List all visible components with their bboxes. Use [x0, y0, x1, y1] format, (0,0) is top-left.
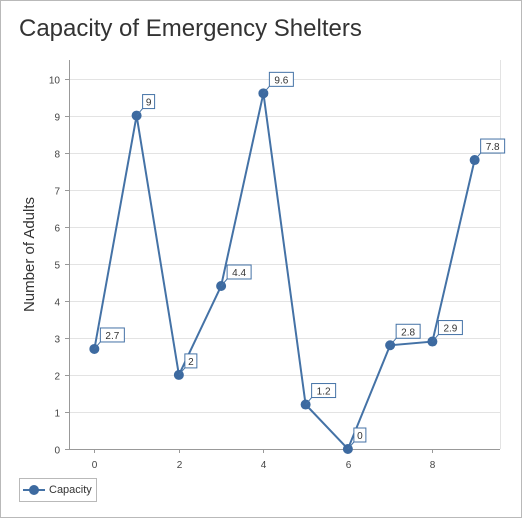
y-tick-label: 4 [54, 298, 60, 309]
series-line [93, 93, 476, 451]
data-label-leader [136, 108, 143, 116]
y-tick-label: 10 [49, 76, 61, 87]
y-tick-label: 6 [54, 224, 60, 235]
y-tick-label: 0 [54, 446, 60, 457]
data-label-box [99, 327, 125, 343]
x-tick-label: 8 [430, 460, 436, 471]
y-tick-label: 9 [54, 113, 60, 124]
data-label-leader [347, 441, 355, 450]
data-label-leader [474, 152, 482, 161]
data-label-leader [262, 86, 270, 94]
data-label-leader [432, 334, 439, 342]
y-tick-label: 7 [54, 187, 60, 198]
data-label-box [268, 71, 294, 87]
data-label: 2.9 [443, 324, 457, 335]
data-label-box [395, 323, 421, 339]
data-label: 2.8 [401, 327, 415, 338]
y-tick-label: 2 [54, 372, 60, 383]
y-tick-label: 5 [54, 261, 60, 272]
legend-marker-icon [23, 484, 45, 496]
data-label: 1.2 [317, 387, 331, 398]
data-label: 0 [357, 431, 363, 442]
y-axis-title: Number of Adults [21, 197, 38, 312]
data-label-box [184, 353, 198, 369]
chart-title: Capacity of Emergency Shelters [19, 15, 362, 42]
data-label-box [226, 264, 252, 280]
legend-label: Capacity [49, 484, 92, 496]
data-label: 2 [188, 357, 194, 368]
data-label: 4.4 [232, 268, 246, 279]
x-tick-label: 6 [346, 460, 352, 471]
y-tick-label: 8 [54, 150, 60, 161]
data-label: 9.6 [274, 75, 288, 86]
data-label: 2.7 [105, 331, 119, 342]
x-tick-label: 4 [261, 460, 267, 471]
legend: Capacity [19, 478, 97, 502]
data-label-leader [389, 337, 397, 346]
data-label: 9 [146, 98, 152, 109]
data-label-box [480, 138, 506, 154]
y-tick-label: 3 [54, 335, 60, 346]
data-label-box [437, 320, 463, 336]
data-label-leader [220, 278, 228, 287]
data-label-box [311, 383, 337, 399]
data-label-leader [93, 341, 101, 350]
data-label-box [353, 427, 367, 443]
data-label: 7.8 [486, 142, 500, 153]
data-label-leader [305, 397, 313, 405]
data-label-box [142, 94, 156, 110]
x-tick-label: 0 [92, 460, 98, 471]
x-tick-label: 2 [177, 460, 183, 471]
data-label-leader [178, 367, 186, 376]
y-tick-label: 1 [54, 409, 60, 420]
